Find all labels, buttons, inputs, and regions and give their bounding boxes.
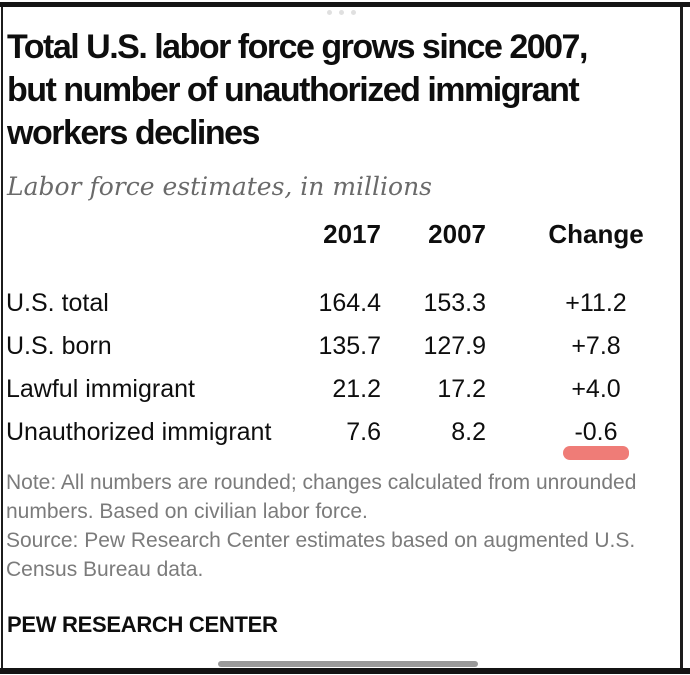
- table-header-2007: 2007: [428, 219, 486, 249]
- note-source-block: Note: All numbers are rounded; changes c…: [6, 468, 636, 584]
- data-table: 2017 2007 Change U.S. total 164.4 153.3 …: [6, 219, 680, 454]
- frame-bottom-border: [0, 668, 690, 674]
- value-2007: 127.9: [423, 332, 486, 360]
- row-label: Lawful immigrant: [6, 375, 195, 403]
- table-row: Unauthorized immigrant 7.6 8.2 -0.6: [6, 411, 680, 454]
- horizontal-scrollbar-thumb[interactable]: [218, 661, 478, 667]
- chart-subtitle: Labor force estimates, in millions: [7, 172, 433, 201]
- value-2017: 7.6: [346, 418, 381, 446]
- frame-top-border: [0, 2, 690, 7]
- value-change: +4.0: [571, 375, 621, 403]
- chart-title-line-1: Total U.S. labor force grows since 2007,: [7, 28, 588, 66]
- pew-research-center-wordmark: PEW RESEARCH CENTER: [7, 612, 278, 637]
- value-2017: 135.7: [318, 332, 381, 360]
- table-header-change: Change: [548, 219, 644, 249]
- chart-title: Total U.S. labor force grows since 2007,…: [7, 26, 588, 155]
- frame-right-border: [680, 7, 683, 668]
- source-line-1: Source: Pew Research Center estimates ba…: [6, 529, 636, 552]
- dot-icon: [351, 10, 356, 15]
- more-dots-icon: [327, 10, 356, 15]
- frame-left-border: [1, 7, 3, 668]
- row-label: Unauthorized immigrant: [6, 418, 272, 446]
- note-line-2: numbers. Based on civilian labor force.: [6, 500, 368, 523]
- row-label: U.S. total: [6, 289, 109, 317]
- red-highlight-marker: [563, 446, 629, 460]
- table-row: Lawful immigrant 21.2 17.2 +4.0: [6, 368, 680, 411]
- dot-icon: [339, 10, 344, 15]
- dot-icon: [327, 10, 332, 15]
- value-change: +11.2: [565, 289, 627, 317]
- value-change: -0.6: [574, 418, 618, 446]
- table-header-2017: 2017: [323, 219, 381, 249]
- chart-title-line-3: workers declines: [7, 114, 260, 152]
- value-2007: 8.2: [451, 418, 486, 446]
- table-header-spacer: [6, 219, 306, 282]
- note-line-1: Note: All numbers are rounded; changes c…: [6, 471, 637, 494]
- row-label: U.S. born: [6, 332, 112, 360]
- table-row: U.S. total 164.4 153.3 +11.2: [6, 282, 680, 325]
- value-2007: 17.2: [437, 375, 486, 403]
- value-2007: 153.3: [423, 289, 486, 317]
- table-row: U.S. born 135.7 127.9 +7.8: [6, 325, 680, 368]
- value-change: +7.8: [571, 332, 621, 360]
- table-header-row: 2017 2007 Change: [6, 219, 680, 282]
- value-2017: 164.4: [318, 289, 381, 317]
- value-2017: 21.2: [332, 375, 381, 403]
- chart-title-line-2: but number of unauthorized immigrant: [7, 71, 580, 109]
- source-line-2: Census Bureau data.: [6, 558, 204, 581]
